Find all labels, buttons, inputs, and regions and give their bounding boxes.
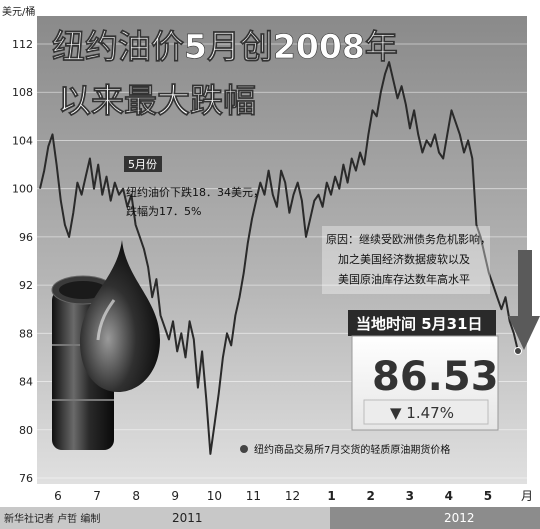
- x-tick-label: 6: [54, 489, 62, 503]
- chart-title-line2: 以来最大跌幅: [58, 81, 256, 120]
- y-tick-label: 104: [12, 134, 33, 147]
- y-axis-ticks: 76 80 84 88 92 96 100 104 108 112: [12, 38, 33, 485]
- x-tick-label: 8: [132, 489, 140, 503]
- x-tick-label: 12: [285, 489, 300, 503]
- price-box-header: 当地时间 5月31日: [356, 315, 483, 333]
- x-tick-label: 3: [406, 489, 414, 503]
- price-info-box: 当地时间 5月31日 86.53 ▼ 1.47%: [348, 310, 499, 431]
- x-tick-label: 11: [246, 489, 261, 503]
- may-annotation: 5月份 纽约油价下跌18．34美元， 跌幅为17．5%: [124, 156, 264, 218]
- y-tick-label: 80: [19, 424, 33, 437]
- y-tick-label: 84: [19, 376, 33, 389]
- may-tag: 5月份: [128, 158, 157, 171]
- y-tick-label: 96: [19, 231, 33, 244]
- chart-legend: 纽约商品交易所7月交货的轻质原油期货价格: [240, 443, 450, 456]
- price-change: ▼ 1.47%: [390, 404, 454, 422]
- x-tick-label: 10: [207, 489, 222, 503]
- price-value: 86.53: [372, 354, 499, 400]
- x-tick-label: 1: [327, 489, 335, 503]
- year-bar-2012: [330, 507, 540, 529]
- reason-line2: 加之美国经济数据疲软以及: [338, 252, 470, 266]
- y-tick-label: 108: [12, 86, 33, 99]
- price-series-line: [39, 61, 519, 455]
- x-tick-label: 2: [366, 489, 374, 503]
- last-data-point: [514, 347, 522, 356]
- x-axis-ticks: 6 7 8 9 10 11 12 1 2 3 4 5 月: [54, 489, 533, 503]
- may-note-line2: 跌幅为17．5%: [126, 204, 201, 218]
- x-tick-label: 5: [484, 489, 492, 503]
- credit-text: 新华社记者 卢哲 编制: [4, 512, 100, 525]
- year-bar-2011: [0, 507, 330, 529]
- y-tick-label: 76: [19, 472, 33, 485]
- reason-line3: 美国原油库存达数年高水平: [338, 272, 470, 286]
- y-tick-label: 112: [12, 38, 33, 51]
- oil-drop-icon: [80, 240, 160, 392]
- y-axis-unit: 美元/桶: [2, 5, 35, 18]
- y-tick-label: 92: [19, 279, 33, 292]
- year-label-2011: 2011: [172, 511, 203, 525]
- reason-annotation: 原因：继续受欧洲债务危机影响， 加之美国经济数据疲软以及 美国原油库存达数年高水…: [322, 226, 491, 294]
- down-arrow-icon: [508, 250, 540, 350]
- x-tick-label: 4: [445, 489, 453, 503]
- y-tick-label: 88: [19, 327, 33, 340]
- x-tick-label: 月: [521, 489, 533, 503]
- x-tick-label: 7: [93, 489, 101, 503]
- x-tick-label: 9: [171, 489, 179, 503]
- legend-marker: [240, 445, 248, 453]
- year-label-2012: 2012: [444, 511, 475, 525]
- y-tick-label: 100: [12, 183, 33, 196]
- reason-line1: 原因：继续受欧洲债务危机影响，: [326, 232, 491, 246]
- may-note-line1: 纽约油价下跌18．34美元，: [126, 185, 264, 199]
- chart-title-line1: 纽约油价5月创2008年: [52, 27, 398, 66]
- legend-text: 纽约商品交易所7月交货的轻质原油期货价格: [254, 443, 450, 456]
